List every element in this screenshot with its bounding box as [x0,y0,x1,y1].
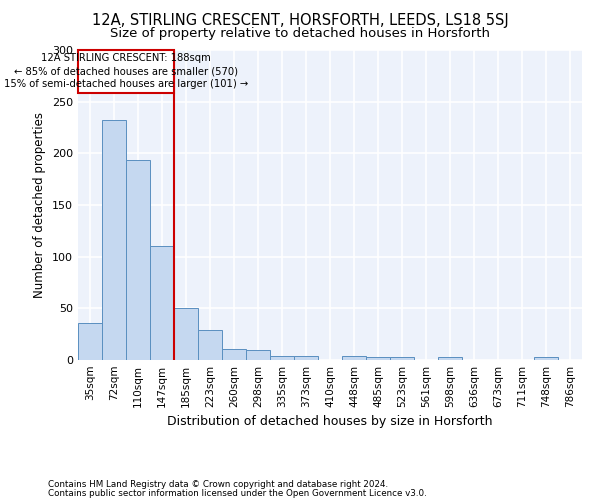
Bar [438,357,462,360]
Text: Size of property relative to detached houses in Horsforth: Size of property relative to detached ho… [110,28,490,40]
Y-axis label: Number of detached properties: Number of detached properties [34,112,46,298]
Bar [198,330,222,360]
FancyBboxPatch shape [78,50,174,94]
Bar [222,348,246,360]
Bar [246,350,270,360]
Bar [78,323,102,360]
Bar [270,356,294,360]
Bar [174,308,198,360]
Text: 12A STIRLING CRESCENT: 188sqm: 12A STIRLING CRESCENT: 188sqm [41,53,211,63]
Bar [390,357,414,360]
Text: 12A, STIRLING CRESCENT, HORSFORTH, LEEDS, LS18 5SJ: 12A, STIRLING CRESCENT, HORSFORTH, LEEDS… [92,12,508,28]
Text: Contains HM Land Registry data © Crown copyright and database right 2024.: Contains HM Land Registry data © Crown c… [48,480,388,489]
Bar [150,246,174,360]
Text: ← 85% of detached houses are smaller (570): ← 85% of detached houses are smaller (57… [14,66,238,76]
Bar [126,160,150,360]
X-axis label: Distribution of detached houses by size in Horsforth: Distribution of detached houses by size … [167,416,493,428]
Bar [294,356,318,360]
Bar [366,357,390,360]
Bar [102,120,126,360]
Bar [342,356,366,360]
Text: 15% of semi-detached houses are larger (101) →: 15% of semi-detached houses are larger (… [4,80,248,90]
Bar [534,357,558,360]
Text: Contains public sector information licensed under the Open Government Licence v3: Contains public sector information licen… [48,488,427,498]
